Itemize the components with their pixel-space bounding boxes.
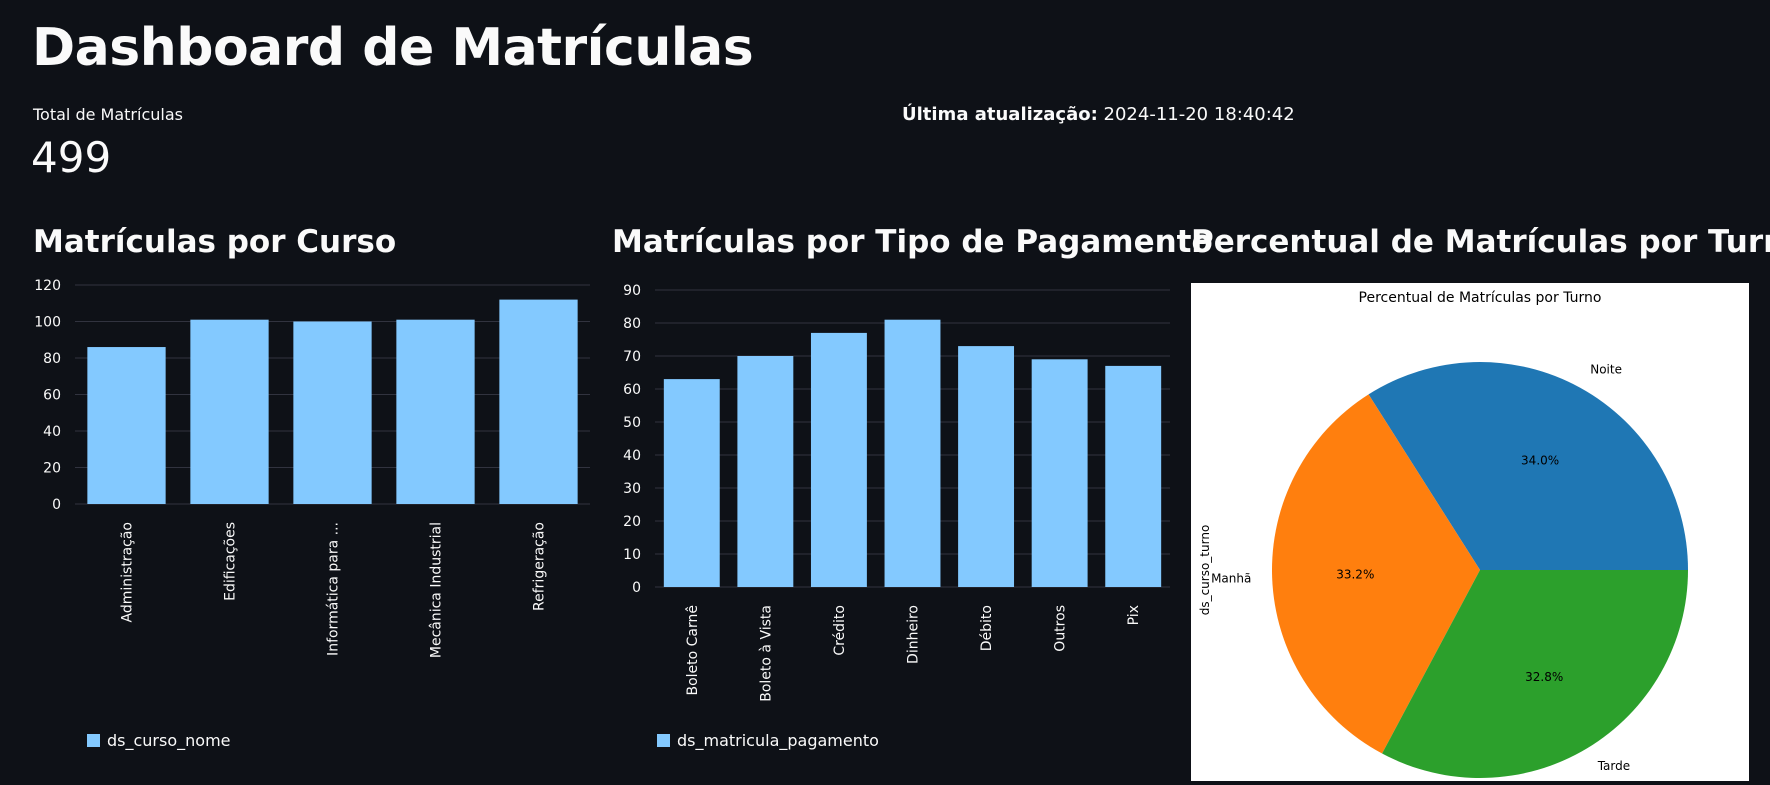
pie-slice: [1382, 570, 1688, 778]
y-tick-label: 30: [623, 481, 641, 497]
y-tick-label: 70: [623, 349, 641, 365]
y-tick-label: 80: [623, 316, 641, 332]
x-tick-label: Outros: [1053, 605, 1069, 652]
bar: [1105, 365, 1162, 587]
y-tick-label: 60: [43, 388, 61, 404]
x-tick-label: Dinheiro: [906, 605, 922, 664]
x-tick-label: Edificações: [223, 522, 239, 601]
bar: [190, 319, 269, 504]
x-tick-label: Débito: [979, 605, 995, 651]
bar: [884, 319, 941, 587]
y-tick-label: 10: [623, 547, 641, 563]
pie-slice: [1272, 394, 1480, 754]
pie-title: Percentual de Matrículas por Turno: [1359, 290, 1602, 306]
y-tick-label: 20: [43, 461, 61, 477]
pie-ylabel: ds_curso_turno: [1198, 525, 1212, 616]
bar: [810, 332, 867, 587]
chart-turno: Noite 34.0% Manhã 33.2% Tarde 32.8% Percentual…: [1198, 290, 1688, 778]
legend-swatch: [657, 734, 670, 747]
bar: [737, 356, 794, 587]
y-tick-label: 40: [43, 424, 61, 440]
bar: [87, 347, 166, 504]
y-tick-label: 80: [43, 351, 61, 367]
last-update-label: Última atualização:: [902, 104, 1098, 125]
y-tick-label: 40: [623, 448, 641, 464]
y-tick-label: 50: [623, 415, 641, 431]
x-tick-label: Boleto à Vista: [758, 605, 774, 702]
pie-value-label: 34.0%: [1521, 454, 1559, 468]
x-tick-label: Informática para ...: [326, 522, 342, 656]
x-tick-label: Administração: [120, 522, 136, 622]
y-tick-label: 0: [52, 497, 61, 513]
pie-slice: [1368, 362, 1688, 570]
legend-label: ds_curso_nome: [107, 731, 231, 750]
section-title-pagamento: Matrículas por Tipo de Pagamento: [612, 224, 1213, 260]
bar: [293, 321, 372, 504]
x-tick-label: Pix: [1126, 605, 1142, 625]
y-tick-label: 90: [623, 283, 641, 299]
y-tick-label: 0: [632, 580, 641, 596]
legend-pagamento: ds_matricula_pagamento: [657, 731, 879, 750]
bar: [499, 299, 578, 504]
y-tick-label: 60: [623, 382, 641, 398]
metric-value: 499: [31, 133, 112, 182]
chart-pagamento: 0 10 20 30 40 50 60 70 80 90 Boleto Carnê Boleto à …: [623, 283, 1170, 702]
bar: [396, 319, 475, 504]
page-title: Dashboard de Matrículas: [32, 18, 754, 78]
x-tick-label: Mecânica Industrial: [429, 522, 445, 658]
y-tick-label: 100: [34, 315, 61, 331]
pie-value-label: 32.8%: [1525, 670, 1563, 684]
y-tick-label: 20: [623, 514, 641, 530]
pie-label: Noite: [1590, 363, 1622, 377]
pie-label: Tarde: [1597, 759, 1630, 773]
metric-label: Total de Matrículas: [33, 105, 183, 124]
x-tick-label: Crédito: [832, 605, 848, 656]
pie-chart-panel: Noite 34.0% Manhã 33.2% Tarde 32.8% Percentual…: [1191, 283, 1749, 781]
pie-label: Manhã: [1211, 572, 1251, 586]
x-tick-label: Refrigeração: [532, 522, 548, 611]
last-update-value: 2024-11-20 18:40:42: [1103, 104, 1295, 125]
bar: [958, 346, 1015, 587]
pie-value-label: 33.2%: [1336, 568, 1374, 582]
x-tick-label: Boleto Carnê: [685, 605, 701, 696]
section-title-turno: Percentual de Matrículas por Turno: [1191, 224, 1770, 260]
bar: [1031, 359, 1088, 587]
bar: [663, 379, 720, 587]
last-update: Última atualização: 2024-11-20 18:40:42: [902, 104, 1295, 125]
legend-label: ds_matricula_pagamento: [677, 731, 879, 750]
chart-curso: 0 20 40 60 80 100 120 Administração Edificações I…: [34, 278, 590, 658]
legend-curso: ds_curso_nome: [87, 731, 231, 750]
legend-swatch: [87, 734, 100, 747]
section-title-curso: Matrículas por Curso: [33, 224, 397, 260]
y-tick-label: 120: [34, 278, 61, 294]
